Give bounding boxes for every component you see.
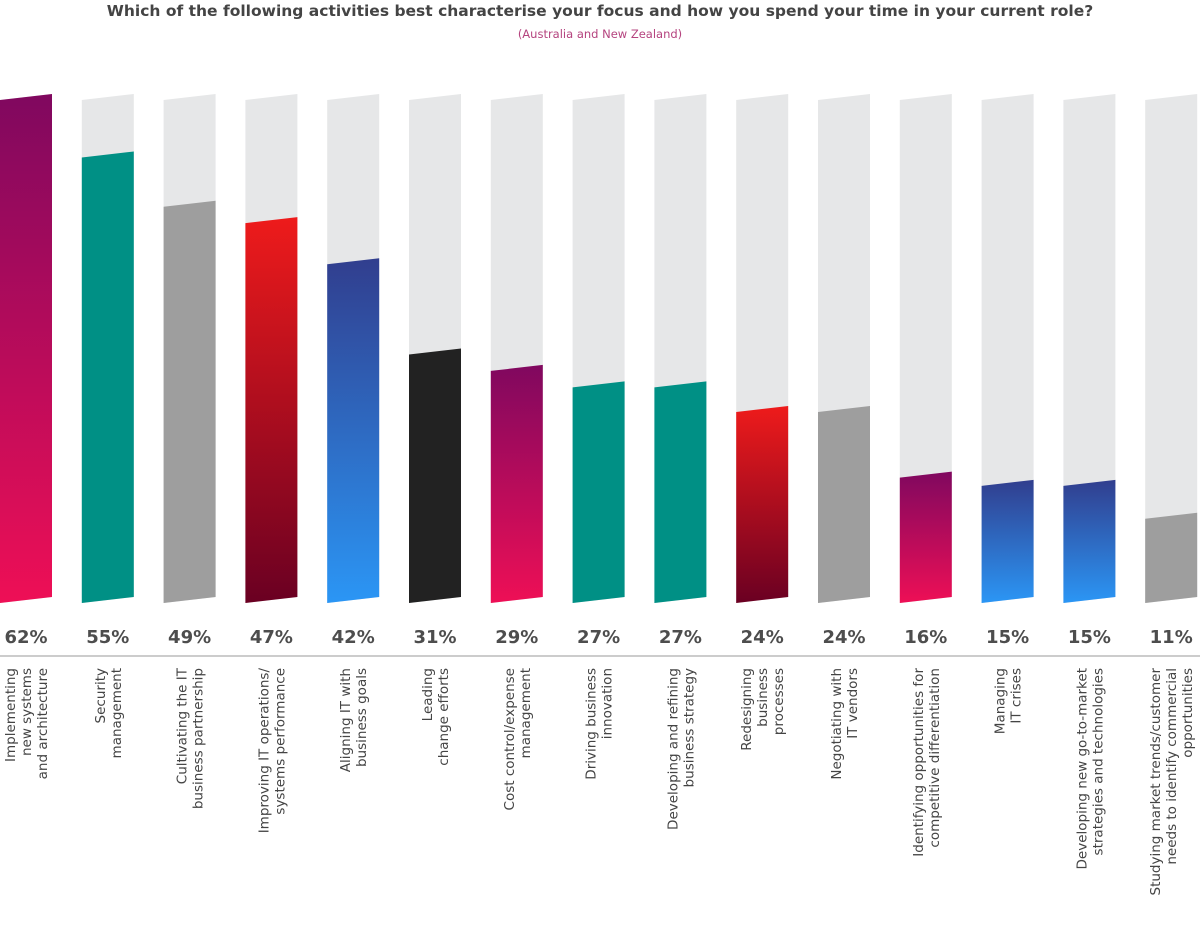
category-label: Leadingchange efforts — [420, 668, 452, 766]
value-label: 49% — [168, 627, 211, 648]
category-label: Negotiating withIT vendors — [829, 668, 861, 780]
category-label: Developing and refiningbusiness strategy — [665, 668, 697, 830]
value-label: 27% — [659, 627, 702, 648]
category-label: Aligning IT withbusiness goals — [338, 668, 370, 772]
bar — [245, 217, 298, 604]
value-label: 42% — [332, 627, 375, 648]
category-label: Securitymanagement — [93, 668, 125, 758]
bar — [818, 405, 870, 603]
value-label: 47% — [250, 627, 293, 648]
category-label: Redesigningbusinessprocesses — [739, 668, 787, 751]
bar — [654, 381, 707, 603]
value-label: 55% — [86, 627, 129, 648]
bar — [736, 405, 789, 603]
value-label: 11% — [1150, 627, 1193, 648]
bar — [572, 381, 625, 603]
category-label: Implementingnew systemsand architecture — [3, 668, 51, 779]
value-label: 27% — [577, 627, 620, 648]
bar-track — [1063, 94, 1116, 603]
category-label: Cultivating the ITbusiness partnership — [175, 667, 207, 809]
value-label: 29% — [495, 627, 538, 648]
chart-title: Which of the following activities best c… — [106, 2, 1094, 20]
bar-track — [981, 94, 1034, 603]
bar — [1145, 512, 1198, 603]
chart-subtitle: (Australia and New Zealand) — [517, 27, 683, 41]
category-label: Identifying opportunities forcompetitive… — [911, 668, 943, 857]
bar — [1063, 479, 1116, 603]
category-label: Cost control/expensemanagement — [502, 668, 534, 810]
bar — [0, 94, 52, 603]
value-label: 15% — [986, 627, 1029, 648]
category-label: ManagingIT crises — [993, 668, 1025, 734]
bar — [981, 479, 1034, 603]
value-label: 24% — [822, 627, 865, 648]
bar-track — [1145, 94, 1198, 603]
value-label: 62% — [4, 627, 47, 648]
category-label: Studying market trends/customerneeds to … — [1148, 668, 1196, 896]
bar — [409, 348, 461, 603]
category-label: Driving businessinnovation — [584, 668, 616, 780]
bar — [81, 151, 134, 603]
bar — [327, 258, 380, 603]
value-label: 24% — [741, 627, 784, 648]
category-label: Developing new go-to-marketstrategies an… — [1074, 668, 1106, 869]
bar — [163, 200, 216, 603]
value-label: 15% — [1068, 627, 1111, 648]
value-label: 16% — [904, 627, 947, 648]
bar — [490, 364, 543, 603]
value-label: 31% — [413, 627, 456, 648]
bar — [899, 471, 952, 603]
category-label: Improving IT operations/systems performa… — [256, 668, 288, 834]
